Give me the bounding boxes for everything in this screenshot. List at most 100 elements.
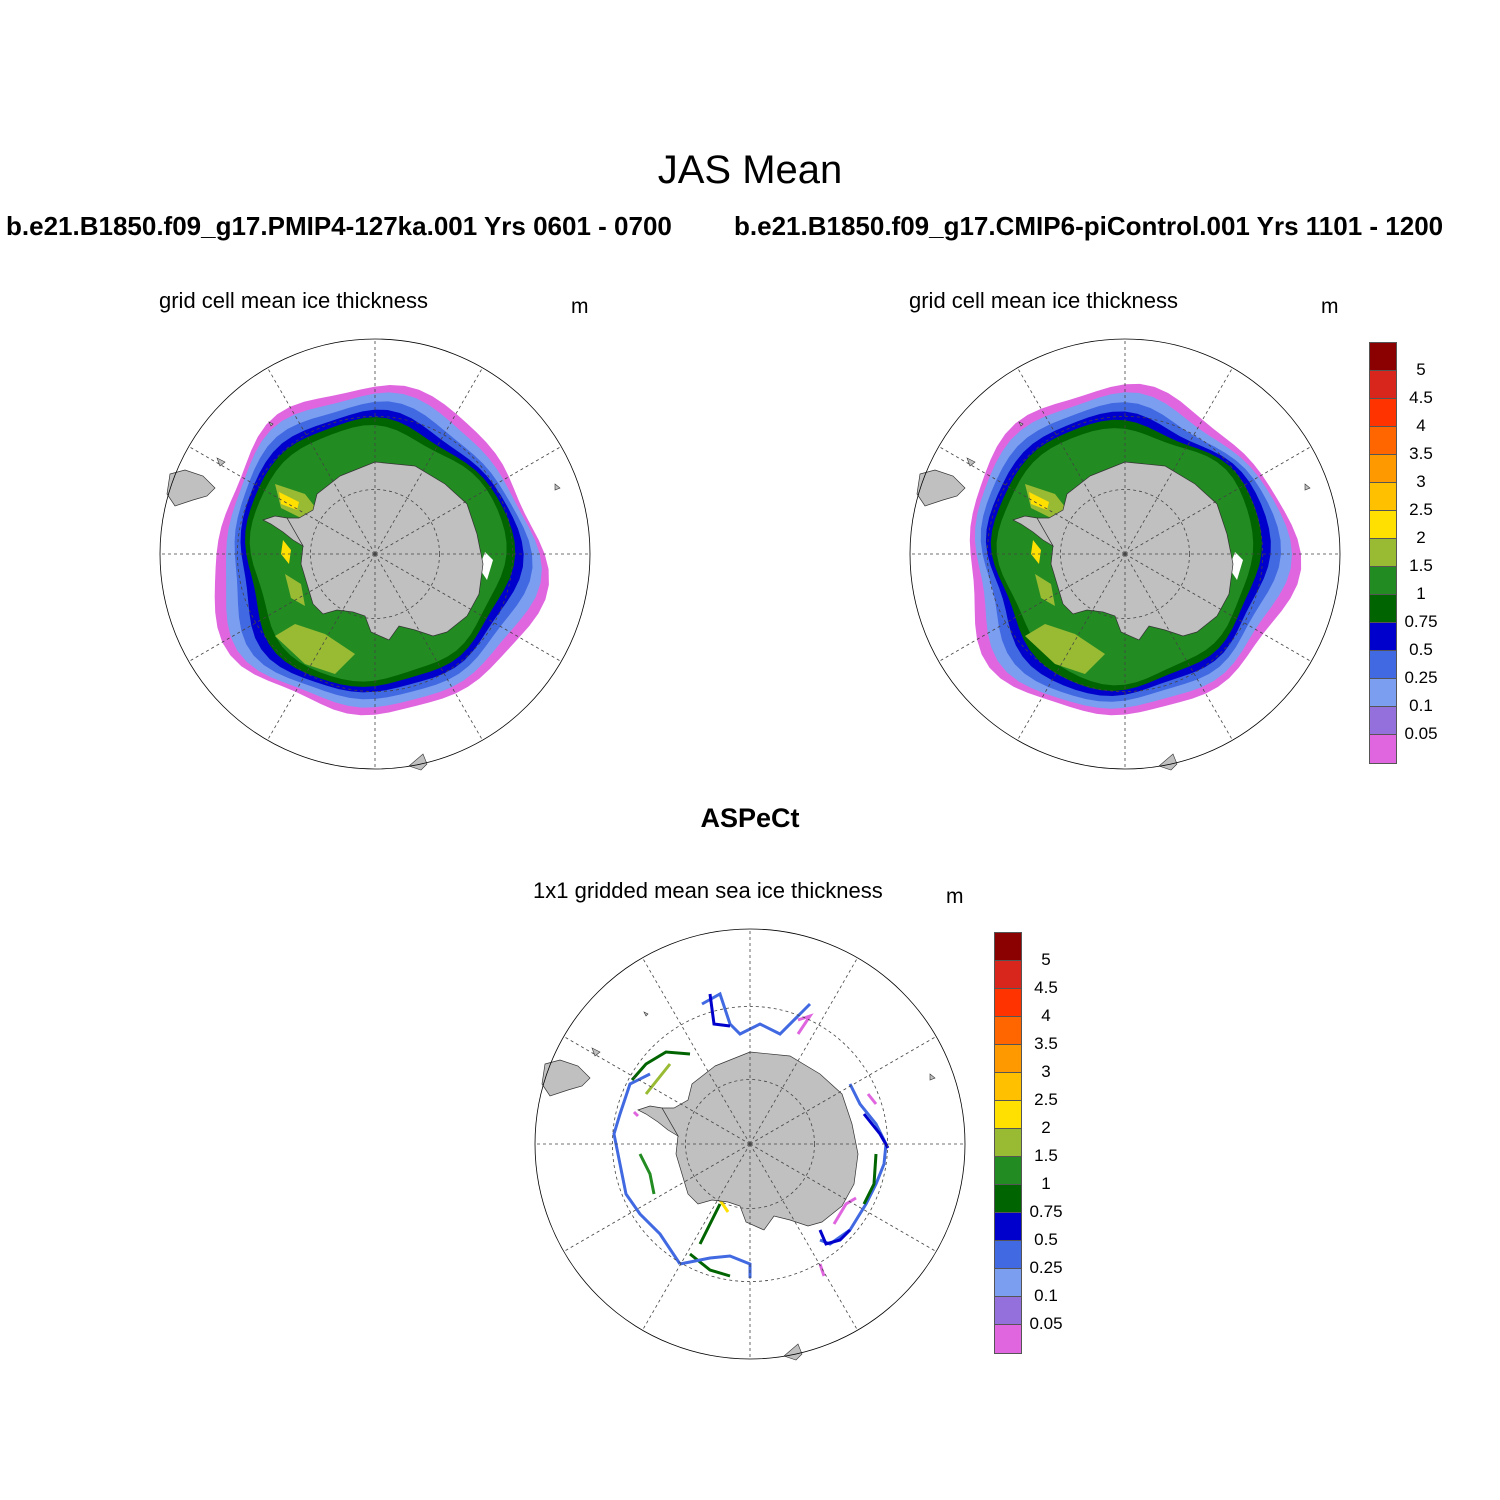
antarctic-peninsula [262, 515, 304, 547]
observation-track [832, 1196, 857, 1225]
observation-track [612, 1072, 682, 1265]
panel1-units: m [571, 295, 589, 318]
colorbar-tick-label: 1.5 [1409, 556, 1433, 575]
observation-track [866, 1093, 878, 1105]
colorbar-tick-label: 0.5 [1034, 1230, 1058, 1249]
panel2-subtitle: grid cell mean ice thickness [909, 288, 1179, 313]
sea-ice-contour [285, 574, 305, 606]
colorbar-swatch [1370, 595, 1396, 623]
panel3-polar-map [534, 928, 966, 1361]
map-border [534, 928, 966, 1360]
colorbar-tick-label: 4.5 [1034, 978, 1058, 997]
latitude-circle [236, 415, 514, 693]
latitude-circle [310, 489, 440, 619]
sea-ice-contour [279, 492, 299, 510]
latitude-circle [986, 415, 1264, 693]
latitude-circle [685, 1079, 815, 1209]
island [929, 1073, 936, 1081]
colorbar-swatch [995, 1241, 1021, 1269]
colorbar-tick-label: 0.25 [1029, 1258, 1063, 1277]
main-title: JAS Mean [657, 148, 843, 192]
panel1-subtitle: grid cell mean ice thickness [159, 288, 429, 313]
colorbar-swatch [995, 1101, 1021, 1129]
panel1-run-title: b.e21.B1850.f09_g17.PMIP4-127ka.001 Yrs … [6, 211, 672, 241]
colorbar-tick-label: 2.5 [1034, 1090, 1058, 1109]
colorbar-tick-label: 0.05 [1404, 724, 1438, 743]
sea-ice-contour [275, 624, 355, 674]
colorbar-swatch [1370, 735, 1396, 763]
observation-track [718, 1199, 730, 1213]
colorbar-swatch [995, 1325, 1021, 1353]
colorbar-tick-label: 0.1 [1409, 696, 1433, 715]
antarctic-peninsula [1012, 515, 1054, 547]
observation-track [819, 1083, 888, 1246]
panel3-units: m [946, 885, 964, 908]
observation-track [862, 1113, 890, 1149]
colorbar-swatch [1370, 623, 1396, 651]
island [554, 483, 561, 491]
sea-ice-contour [281, 540, 291, 564]
panel3-run-title: ASPeCt [700, 803, 800, 833]
latitude-circle [611, 1005, 889, 1283]
sea-ice-contour [1031, 540, 1041, 564]
island [591, 1047, 601, 1057]
colorbar-swatch [1370, 539, 1396, 567]
colorbar-swatch [1370, 511, 1396, 539]
colorbar-tick-label: 4 [1041, 1006, 1051, 1025]
sea-ice-contour [1035, 574, 1055, 606]
colorbar-swatch [995, 1045, 1021, 1073]
colorbar-tick-label: 0.25 [1404, 668, 1438, 687]
colorbar-swatch [1370, 427, 1396, 455]
colorbar-swatch [995, 1213, 1021, 1241]
south-america-tip [166, 469, 216, 507]
colorbar-tick-label: 0.05 [1029, 1314, 1063, 1333]
colorbar-tick-label: 5 [1041, 950, 1051, 969]
new-zealand-tip [408, 753, 428, 771]
colorbar-swatch [1370, 371, 1396, 399]
observation-track [818, 1228, 852, 1246]
island [966, 457, 976, 467]
sea-ice-contour [1025, 624, 1105, 674]
panel3-subtitle: 1x1 gridded mean sea ice thickness [533, 878, 883, 903]
map-border [159, 338, 591, 770]
open-water [1229, 552, 1243, 580]
colorbar-tick-label: 2 [1416, 528, 1426, 547]
colorbar-swatch [995, 1073, 1021, 1101]
colorbar-bottom [994, 932, 1022, 1354]
colorbar-swatch [1370, 399, 1396, 427]
colorbar-tick-label: 1 [1416, 584, 1426, 603]
observation-track [698, 1203, 722, 1245]
observation-track [638, 1153, 656, 1195]
colorbar-swatch [995, 933, 1021, 961]
colorbar-tick-label: 3 [1041, 1062, 1051, 1081]
latitude-circle [1060, 489, 1190, 619]
colorbar-tick-label: 3.5 [1409, 444, 1433, 463]
colorbar-tick-label: 0.75 [1404, 612, 1438, 631]
colorbar-swatch [1370, 651, 1396, 679]
sea-ice-contour [1029, 492, 1049, 510]
antarctica-landmass [661, 1051, 859, 1231]
colorbar-tick-label: 1.5 [1034, 1146, 1058, 1165]
colorbar-tick-label: 2.5 [1409, 500, 1433, 519]
colorbar-swatch [995, 1297, 1021, 1325]
open-water [479, 552, 493, 580]
panel1-polar-map [159, 338, 591, 771]
colorbar-top [1369, 342, 1397, 764]
colorbar-swatch [1370, 679, 1396, 707]
colorbar-swatch [995, 989, 1021, 1017]
colorbar-tick-label: 3.5 [1034, 1034, 1058, 1053]
island [216, 457, 226, 467]
colorbar-swatch [995, 1269, 1021, 1297]
observation-track [708, 993, 731, 1028]
observation-track [862, 1153, 878, 1205]
observation-track [644, 1063, 672, 1095]
panel2-run-title: b.e21.B1850.f09_g17.CMIP6-piControl.001 … [734, 211, 1444, 241]
antarctic-peninsula [637, 1105, 679, 1137]
colorbar-tick-label: 5 [1416, 360, 1426, 379]
panel2-polar-map [909, 338, 1341, 771]
colorbar-tick-label: 0.1 [1034, 1286, 1058, 1305]
colorbar-tick-label: 0.5 [1409, 640, 1433, 659]
observation-track [630, 1050, 691, 1081]
map-border [909, 338, 1341, 770]
colorbar-swatch [995, 1017, 1021, 1045]
